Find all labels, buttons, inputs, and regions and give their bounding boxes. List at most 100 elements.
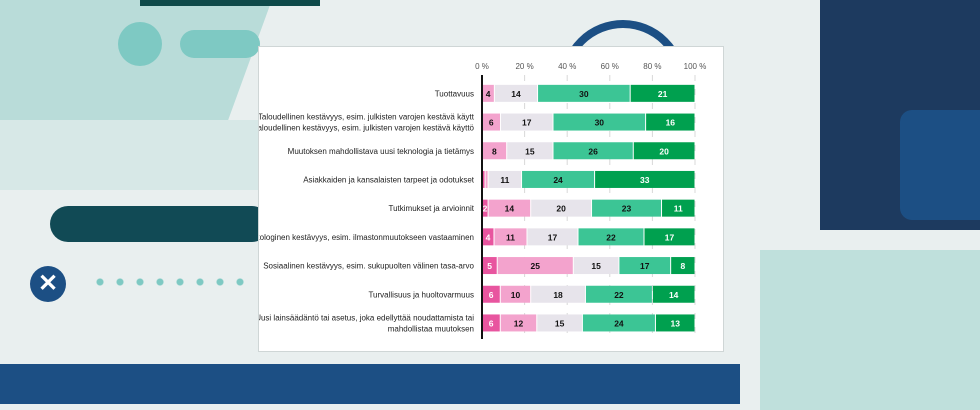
bar-segment (582, 314, 655, 332)
data-label: 8 (680, 261, 685, 271)
data-label: 33 (640, 175, 650, 185)
category-label: Turvallisuus ja huoltovarmuus (368, 290, 474, 299)
bar-segment (671, 257, 695, 275)
bar-segment (662, 199, 695, 217)
data-label: 25 (531, 261, 541, 271)
bar-segment (501, 113, 553, 131)
data-label: 4 (486, 89, 491, 99)
x-tick-label: 80 % (643, 62, 661, 71)
category-label: Taloudellinen kestävyys, esim. julkisten… (259, 113, 475, 122)
bg-right-blue (900, 110, 980, 220)
data-label: 24 (614, 318, 624, 328)
data-label: 14 (669, 290, 679, 300)
bg-dark-bar (50, 206, 270, 242)
data-label: 6 (489, 290, 494, 300)
bar-segment (630, 84, 695, 102)
bar-segment (482, 199, 488, 217)
data-label: 14 (505, 204, 515, 214)
x-tick-label: 60 % (601, 62, 619, 71)
bar-segment (553, 113, 646, 131)
data-label: 4 (486, 232, 491, 242)
x-tick-label: 40 % (558, 62, 576, 71)
bar-segment (500, 314, 537, 332)
bar-segment (538, 84, 630, 102)
bar-segment (482, 314, 500, 332)
data-label: 30 (595, 118, 605, 128)
bar-segment (595, 170, 695, 188)
data-label: 12 (514, 318, 524, 328)
bar-segment (633, 142, 695, 160)
x-tick-label: 20 % (515, 62, 533, 71)
bar-segment (482, 285, 500, 303)
bg-bottom-navy (0, 364, 740, 404)
bar-segment (507, 142, 553, 160)
data-label: 17 (522, 118, 532, 128)
bar-segment (522, 170, 595, 188)
x-tick-label: 0 % (475, 62, 489, 71)
data-label: 16 (666, 118, 676, 128)
bar-segment (531, 285, 585, 303)
bar-segment (482, 170, 485, 188)
bg-dots (90, 278, 250, 286)
bar-segment (531, 199, 592, 217)
data-label: 15 (555, 318, 565, 328)
bar-segment (527, 228, 578, 246)
data-label: 11 (674, 204, 683, 214)
category-label: Taloudellinen kestävyys, esim. julkisten… (259, 124, 475, 133)
bar-segment (482, 84, 494, 102)
stacked-bar-chart: 0 % 20 % 40 % 60 % 80 % 100 % Tuottavuus 4 14 30 2… (259, 62, 707, 339)
bar-segment (497, 257, 573, 275)
bar-segment (482, 257, 497, 275)
data-label: 11 (500, 175, 509, 185)
data-label: 17 (665, 232, 675, 242)
bar-segment (652, 285, 695, 303)
bg-right-teal (760, 250, 980, 410)
category-label: mahdollistaa muutoksen (388, 324, 474, 333)
data-label: 20 (556, 204, 566, 214)
bar-segment (646, 113, 695, 131)
data-label: 22 (614, 290, 624, 300)
data-label: 14 (511, 89, 521, 99)
chart-card: 0 % 20 % 40 % 60 % 80 % 100 % Tuottavuus 4 14 30 2… (258, 46, 724, 352)
bar-segment (553, 142, 633, 160)
bar-segment (644, 228, 695, 246)
bar-segment (482, 113, 501, 131)
x-tick-label: 100 % (684, 62, 707, 71)
data-label: 24 (553, 175, 563, 185)
bar-segment (482, 142, 507, 160)
data-label: 11 (506, 232, 515, 242)
bar-segment (488, 199, 531, 217)
data-label: 13 (670, 318, 680, 328)
bar-segment (585, 285, 652, 303)
bar-segment (655, 314, 695, 332)
bar-segment (500, 285, 531, 303)
data-label: 10 (511, 290, 521, 300)
bar-segment (619, 257, 671, 275)
category-label: Asiakkaiden ja kansalaisten tarpeet ja o… (303, 175, 475, 184)
category-label: Tuottavuus (435, 89, 474, 98)
data-label: 8 (492, 146, 497, 156)
data-label: 21 (658, 89, 668, 99)
data-label: 15 (525, 146, 535, 156)
bg-check-badge (118, 22, 162, 66)
bar-segment (494, 84, 538, 102)
data-label: 17 (548, 232, 558, 242)
close-badge-icon: ✕ (30, 266, 66, 302)
bg-light-panel (0, 120, 260, 190)
bar-segment (482, 228, 494, 246)
category-label: Ekologinen kestävyys, esim. ilmastonmuut… (259, 233, 474, 242)
data-label: 15 (591, 261, 601, 271)
data-label: 2 (483, 204, 488, 214)
bar-segment (488, 170, 522, 188)
data-label: 26 (588, 146, 598, 156)
bg-top-strip (140, 0, 320, 6)
data-label: 6 (489, 118, 494, 128)
category-label: Muutoksen mahdollistava uusi teknologia … (288, 147, 474, 156)
category-label: Uusi lainsäädäntö tai asetus, joka edell… (259, 313, 474, 322)
data-label: 5 (487, 261, 492, 271)
bg-bar (180, 30, 260, 58)
bar-segment (592, 199, 662, 217)
data-label: 6 (489, 318, 494, 328)
category-label: Tutkimukset ja arvioinnit (388, 204, 474, 213)
category-label: Sosiaalinen kestävyys, esim. sukupuolten… (263, 262, 474, 271)
